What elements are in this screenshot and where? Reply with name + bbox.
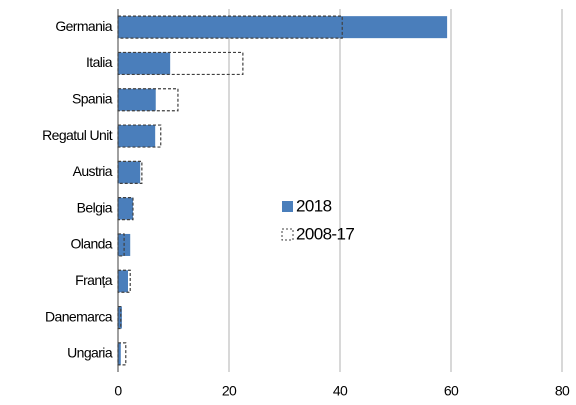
bar [118,342,121,365]
bar [118,197,133,220]
bar [118,270,128,293]
y-tick-label: Regatul Unit [42,127,113,143]
bar [118,306,122,329]
y-tick-label: Italia [86,54,113,70]
x-tick-label: 80 [555,383,570,399]
y-tick-label: Olanda [70,236,112,252]
bar [117,305,122,330]
bar [118,88,156,111]
x-tick-label: 0 [114,383,122,399]
bar [118,16,448,39]
legend-label: 2008-17 [296,224,354,243]
x-tick-label: 60 [444,383,459,399]
y-tick-label: Germania [55,18,112,34]
bar [118,161,141,184]
y-tick-label: Danemarca [45,308,113,324]
legend-swatch [281,228,294,241]
bar [118,52,171,75]
y-tick-label: Franța [75,272,113,288]
y-tick-label: Spania [72,90,113,106]
y-tick-label: Belgia [77,199,113,215]
x-tick-label: 40 [333,383,348,399]
bar [117,124,162,148]
bar [118,125,156,148]
legend-label: 2018 [296,196,332,215]
y-tick-label: Ungaria [67,345,113,361]
y-tick-label: Austria [73,163,113,179]
x-tick-label: 20 [222,383,237,399]
legend-swatch [282,201,293,212]
